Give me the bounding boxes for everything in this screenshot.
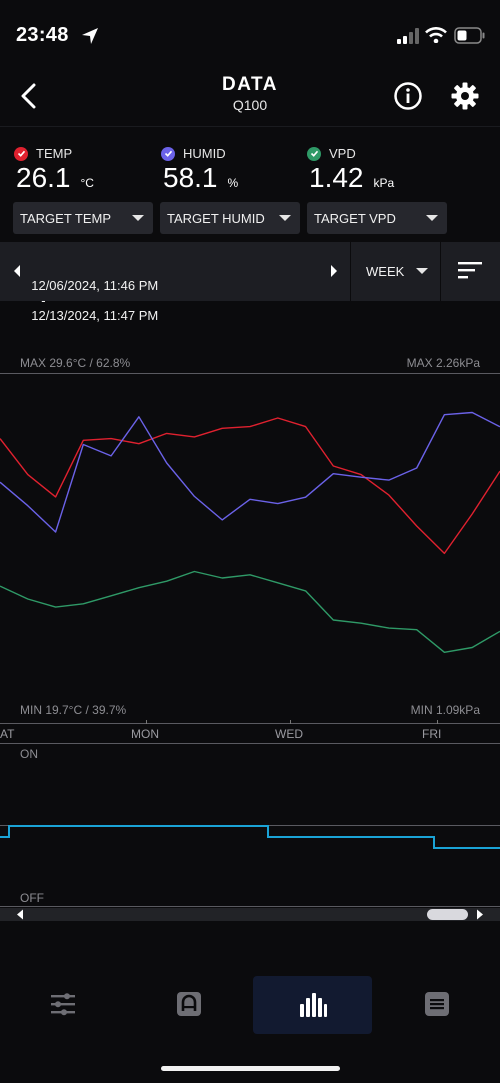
humid-unit: %	[227, 176, 239, 190]
back-chevron-icon[interactable]	[18, 83, 40, 109]
target-temp-dropdown[interactable]: TARGET TEMP	[13, 202, 153, 234]
period-label: WEEK	[366, 264, 405, 279]
status-time: 23:48	[16, 24, 69, 46]
temp-label: TEMP	[36, 146, 73, 161]
temp-value: 26.1	[16, 162, 71, 193]
target-temp-label: TARGET TEMP	[20, 210, 112, 226]
date-end: 12/13/2024, 11:47 PM	[31, 308, 159, 323]
temp-reading-header: TEMP	[14, 146, 72, 161]
header-divider	[0, 126, 500, 127]
humid-value: 58.1	[163, 162, 218, 193]
humid-label: HUMID	[183, 146, 226, 161]
prev-range-arrow-icon[interactable]	[12, 264, 22, 278]
vpd-check-icon[interactable]	[307, 146, 321, 161]
axis-tick	[437, 720, 438, 724]
date-range-text[interactable]: 12/06/2024, 11:46 PM - 12/13/2024, 11:47…	[24, 263, 158, 323]
device-chart-bottom-line	[0, 906, 500, 907]
humid-reading-header: HUMID	[161, 146, 226, 161]
period-dropdown[interactable]: WEEK	[351, 242, 440, 301]
settings-gear-icon[interactable]	[450, 81, 480, 111]
axis-tick	[146, 720, 147, 724]
target-humid-label: TARGET HUMID	[167, 210, 265, 226]
day-tick-label: AT	[0, 727, 15, 741]
chart-max-line	[0, 373, 500, 374]
controls-sliders-icon[interactable]	[50, 992, 76, 1016]
date-bar-divider	[440, 242, 441, 301]
sort-filter-icon[interactable]	[457, 260, 483, 280]
chart-scrollbar-track[interactable]	[0, 908, 500, 921]
temp-unit: °C	[80, 176, 94, 190]
humid-check-icon[interactable]	[161, 146, 175, 161]
caret-down-icon	[132, 215, 144, 221]
bottom-nav	[0, 971, 500, 1083]
target-vpd-dropdown[interactable]: TARGET VPD	[307, 202, 447, 234]
day-tick-label: FRI	[422, 727, 442, 741]
axis-line	[0, 743, 500, 744]
next-range-arrow-icon[interactable]	[329, 264, 339, 278]
info-icon[interactable]	[393, 81, 423, 111]
caret-down-icon	[416, 268, 428, 274]
vpd-value: 1.42	[309, 162, 364, 193]
temp-value-group: 26.1 °C	[16, 162, 94, 194]
scroll-right-arrow-icon[interactable]	[476, 909, 484, 920]
day-tick-label: MON	[131, 727, 159, 741]
battery-icon	[454, 27, 485, 44]
temp-series-line	[0, 417, 500, 555]
home-indicator	[161, 1066, 340, 1071]
caret-down-icon	[279, 215, 291, 221]
signal-icon	[397, 28, 419, 44]
on-label: ON	[20, 747, 38, 761]
data-chart-icon[interactable]	[299, 992, 327, 1018]
target-humid-dropdown[interactable]: TARGET HUMID	[160, 202, 300, 234]
vpd-value-group: 1.42 kPa	[309, 162, 394, 194]
date-bar-divider	[350, 242, 351, 301]
device-name: Q100	[232, 97, 268, 113]
humid-value-group: 58.1 %	[163, 162, 238, 194]
date-separator: -	[41, 293, 46, 308]
chart-max-left: MAX 29.6°C / 62.8%	[20, 356, 131, 370]
device-state-line	[0, 825, 500, 849]
date-start: 12/06/2024, 11:46 PM	[31, 278, 159, 293]
scroll-left-arrow-icon[interactable]	[16, 909, 24, 920]
chart-scrollbar-thumb[interactable]	[427, 909, 468, 920]
humid-series-line	[0, 411, 500, 533]
log-list-icon[interactable]	[424, 991, 450, 1017]
chart-min-line	[0, 723, 500, 724]
day-tick-label: WED	[275, 727, 303, 741]
target-vpd-label: TARGET VPD	[314, 210, 396, 226]
page-title: DATA	[222, 74, 278, 95]
device-icon[interactable]	[176, 991, 202, 1017]
vpd-series-line	[0, 570, 500, 653]
location-arrow-icon	[82, 28, 98, 44]
vpd-unit: kPa	[373, 176, 395, 190]
chart-min-left: MIN 19.7°C / 39.7%	[20, 703, 127, 717]
wifi-icon	[425, 27, 447, 43]
axis-tick	[290, 720, 291, 724]
caret-down-icon	[426, 215, 438, 221]
chart-min-right: MIN 1.09kPa	[410, 703, 480, 717]
sensor-line-chart[interactable]	[0, 374, 500, 723]
off-label: OFF	[20, 891, 44, 905]
vpd-reading-header: VPD	[307, 146, 356, 161]
temp-check-icon[interactable]	[14, 146, 28, 161]
vpd-label: VPD	[329, 146, 356, 161]
chart-max-right: MAX 2.26kPa	[406, 356, 480, 370]
